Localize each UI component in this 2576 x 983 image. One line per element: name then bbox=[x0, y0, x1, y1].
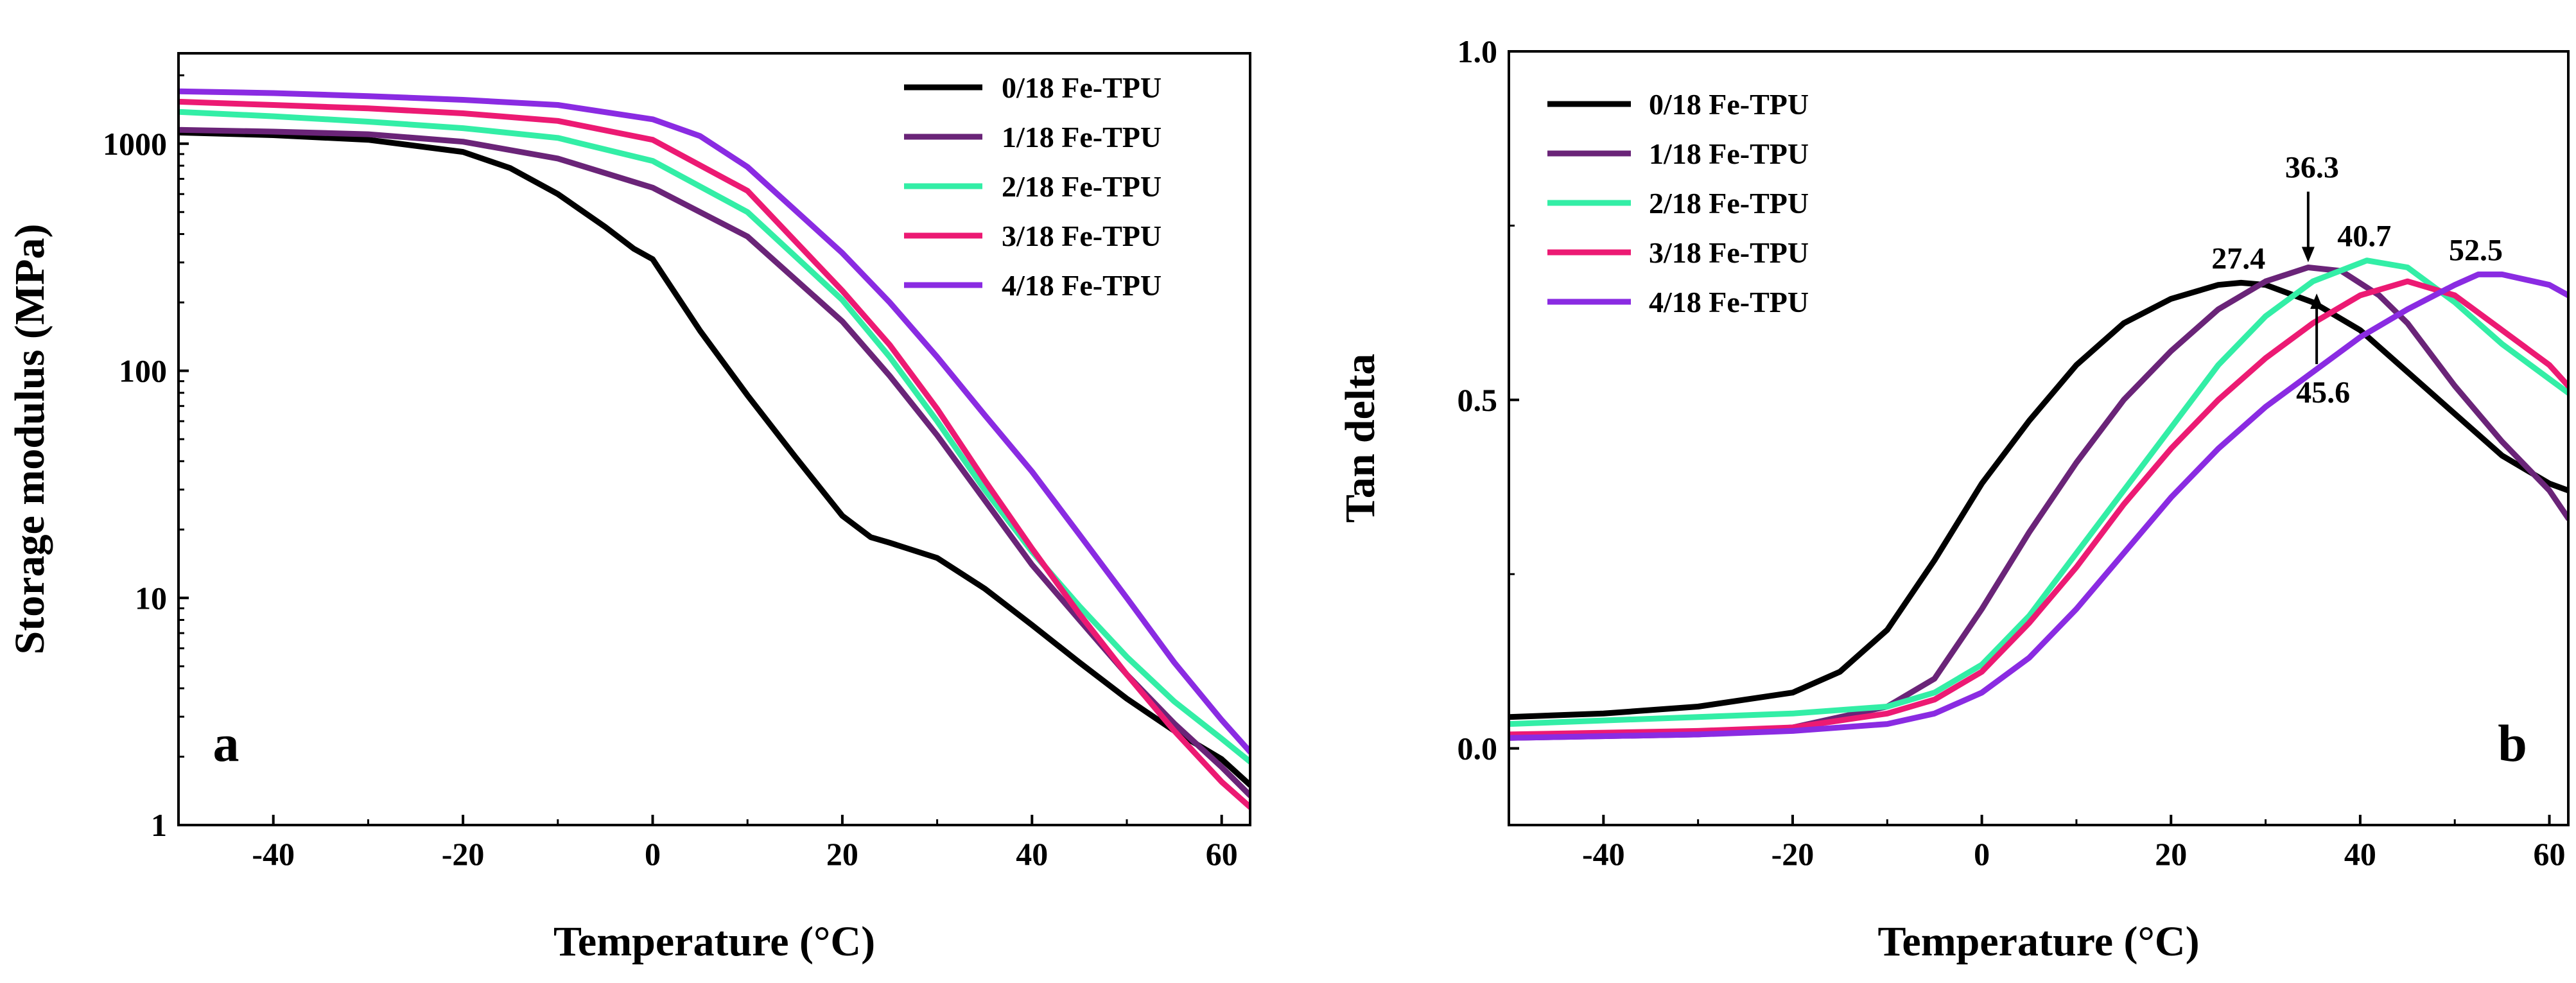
annotation-label: 27.4 bbox=[2211, 241, 2265, 275]
x-tick-label: -40 bbox=[252, 836, 295, 872]
x-tick-label: 0 bbox=[1974, 836, 1990, 872]
x-tick-label: 40 bbox=[2344, 836, 2376, 872]
annotation-label: 40.7 bbox=[2337, 220, 2391, 254]
panel-a-storage-modulus-chart: -40 -20 0 20 40 60 1 10 100 1000 Temperature (°C) S… bbox=[6, 52, 1251, 965]
legend-label-3: 2/18 Fe-TPU bbox=[1002, 170, 1162, 203]
x-tick-label: 20 bbox=[826, 836, 858, 872]
x-tick-label: 40 bbox=[1016, 836, 1048, 872]
legend-label-2: 1/18 Fe-TPU bbox=[1649, 137, 1809, 170]
x-axis-title: Temperature (°C) bbox=[1877, 918, 2199, 965]
series-line-4 bbox=[178, 98, 1250, 810]
plot-frame bbox=[177, 52, 1251, 826]
annotation-label: 36.3 bbox=[2285, 151, 2339, 185]
y-tick-label: 1 bbox=[151, 807, 167, 843]
y-tick-label: 1000 bbox=[103, 126, 167, 162]
annotation-1: 27.4 bbox=[2211, 241, 2265, 275]
annotation-4: 45.6 bbox=[2296, 293, 2350, 410]
series-line-5 bbox=[1509, 271, 2568, 741]
legend-label-4: 3/18 Fe-TPU bbox=[1002, 220, 1162, 252]
y-axis-title: Storage modulus (MPa) bbox=[6, 224, 53, 655]
annotation-2: 36.3 bbox=[2285, 151, 2339, 263]
x-tick-label: 60 bbox=[1206, 836, 1238, 872]
series-line-3 bbox=[178, 109, 1250, 765]
x-tick-label: 60 bbox=[2534, 836, 2566, 872]
y-tick-label: 100 bbox=[119, 353, 167, 389]
legend-label-1: 0/18 Fe-TPU bbox=[1649, 88, 1809, 121]
x-tick-label: -20 bbox=[1771, 836, 1815, 872]
plot-frame bbox=[1508, 50, 2570, 826]
panel-letter: a bbox=[213, 714, 239, 772]
series-line-1 bbox=[178, 129, 1250, 788]
panel-letter: b bbox=[2498, 714, 2527, 772]
x-tick-label: -20 bbox=[442, 836, 485, 872]
legend-label-5: 4/18 Fe-TPU bbox=[1002, 269, 1162, 302]
legend-label-1: 0/18 Fe-TPU bbox=[1002, 71, 1162, 104]
annotation-label: 45.6 bbox=[2296, 376, 2350, 410]
series-line-4 bbox=[1509, 278, 2568, 738]
annotation-5: 52.5 bbox=[2449, 233, 2503, 267]
annotation-3: 40.7 bbox=[2337, 220, 2391, 254]
annotation-arrow-head bbox=[2310, 293, 2324, 309]
x-tick-label: 0 bbox=[645, 836, 661, 872]
series-line-1 bbox=[1509, 279, 2568, 720]
y-tick-label: 0.0 bbox=[1458, 731, 1498, 767]
panel-b-tan-delta-chart: -40 -20 0 20 40 60 0.0 0.5 1.0 Temperature (°C) Ta… bbox=[1337, 33, 2570, 965]
series-line-5 bbox=[178, 88, 1250, 755]
annotation-arrow-head bbox=[2301, 247, 2315, 263]
legend-label-2: 1/18 Fe-TPU bbox=[1002, 121, 1162, 153]
legend-label-3: 2/18 Fe-TPU bbox=[1649, 187, 1809, 220]
y-tick-label: 1.0 bbox=[1458, 33, 1498, 69]
series-line-3 bbox=[1509, 257, 2568, 727]
y-axis-title: Tan delta bbox=[1337, 354, 1384, 523]
x-tick-label: 20 bbox=[2155, 836, 2187, 872]
series-line-2 bbox=[1509, 265, 2568, 741]
legend-label-5: 4/18 Fe-TPU bbox=[1649, 286, 1809, 318]
annotation-label: 52.5 bbox=[2449, 233, 2503, 267]
y-tick-label: 0.5 bbox=[1458, 382, 1498, 418]
x-axis-title: Temperature (°C) bbox=[553, 918, 875, 965]
y-tick-label: 10 bbox=[135, 580, 167, 616]
legend-label-4: 3/18 Fe-TPU bbox=[1649, 236, 1809, 269]
x-tick-label: -40 bbox=[1582, 836, 1625, 872]
